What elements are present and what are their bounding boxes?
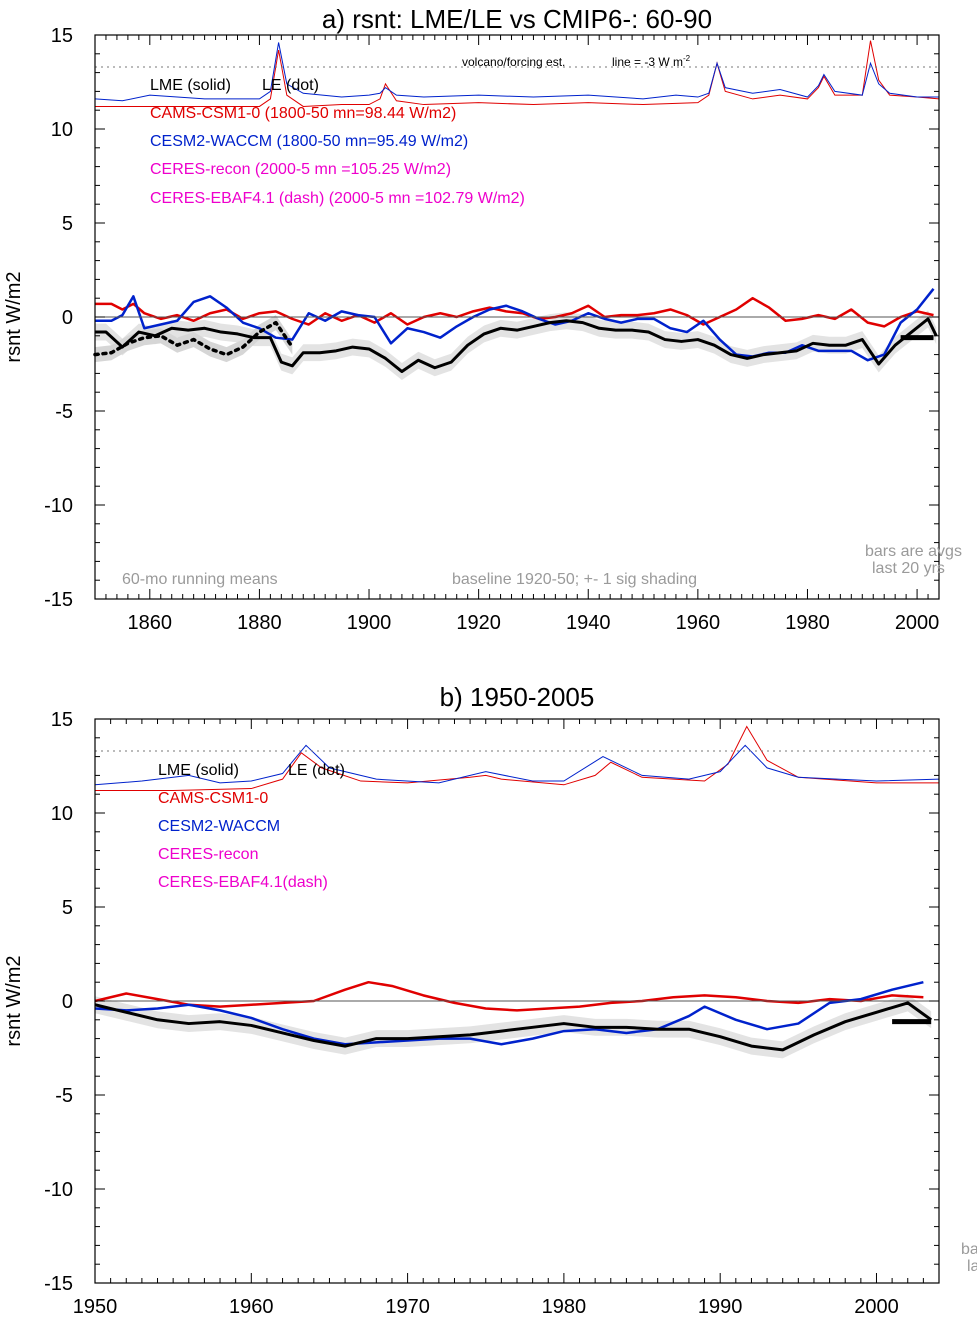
volcano-note: volcano/forcing est. bbox=[462, 55, 565, 69]
x-tick-label: 1970 bbox=[385, 1296, 430, 1318]
legend-lme: LME (solid) bbox=[158, 762, 239, 779]
bars-note-line1: ba bbox=[961, 1241, 977, 1258]
x-tick-label: 1960 bbox=[229, 1296, 274, 1318]
y-tick-label: -10 bbox=[44, 495, 73, 517]
legend-cesm2: CESM2-WACCM bbox=[158, 818, 280, 835]
y-tick-label: 10 bbox=[51, 119, 73, 141]
legend-cams: CAMS-CSM1-0 bbox=[158, 790, 268, 807]
series-lme bbox=[94, 1001, 933, 1052]
x-tick-label: 1900 bbox=[347, 612, 392, 634]
x-tick-label: 1860 bbox=[128, 612, 173, 634]
panel-a-title: a) rsnt: LME/LE vs CMIP6-: 60-90 bbox=[322, 4, 712, 34]
y-tick-label: 5 bbox=[62, 213, 73, 235]
y-tick-label: 0 bbox=[62, 991, 73, 1013]
legend-cesm2: CESM2-WACCM (1800-50 mn=95.49 W/m2) bbox=[150, 133, 468, 150]
x-tick-label: 2000 bbox=[895, 612, 940, 634]
y-tick-label: -5 bbox=[55, 401, 73, 423]
series-cesm2-waccm bbox=[94, 980, 924, 1046]
panel-b-title: b) 1950-2005 bbox=[440, 682, 595, 712]
panel-a: a) rsnt: LME/LE vs CMIP6-: 60-90 rsnt W/… bbox=[3, 4, 962, 634]
series-le bbox=[93, 320, 295, 357]
panel-b-y-axis-label: rsnt W/m2 bbox=[3, 955, 25, 1046]
volcano-line-cesm2-waccm bbox=[94, 744, 940, 786]
y-tick-label: -10 bbox=[44, 1179, 73, 1201]
y-tick-label: 0 bbox=[62, 307, 73, 329]
legend-ceres-recon: CERES-recon (2000-5 mn =105.25 W/m2) bbox=[150, 161, 451, 178]
x-tick-label: 1990 bbox=[698, 1296, 743, 1318]
x-tick-label: 1920 bbox=[456, 612, 501, 634]
legend-le: LE (dot) bbox=[262, 77, 319, 94]
running-means-note: 60-mo running means bbox=[122, 571, 278, 588]
x-tick-label: 1940 bbox=[566, 612, 611, 634]
bars-note-line1: bars are avgs bbox=[865, 543, 962, 560]
y-tick-label: -5 bbox=[55, 1085, 73, 1107]
bars-note-line2: la bbox=[967, 1258, 977, 1275]
x-tick-label: 1960 bbox=[676, 612, 721, 634]
lme-sigma-shading bbox=[95, 994, 932, 1059]
legend-ceres-ebaf: CERES-EBAF4.1(dash) bbox=[158, 874, 328, 891]
panel-a-legend: LME (solid) LE (dot) CAMS-CSM1-0 (1800-5… bbox=[150, 77, 525, 207]
panel-a-y-axis-label: rsnt W/m2 bbox=[3, 271, 25, 362]
panel-b-legend: LME (solid) LE (dot) CAMS-CSM1-0 CESM2-W… bbox=[158, 762, 345, 891]
series-cams-csm1-0 bbox=[95, 296, 934, 328]
panel-b: b) 1950-2005 rsnt W/m2 1950 1960 1970 1980 1… bbox=[3, 682, 977, 1318]
y-tick-label: 5 bbox=[62, 897, 73, 919]
x-tick-label: 1880 bbox=[237, 612, 282, 634]
legend-cams: CAMS-CSM1-0 (1800-50 mn=98.44 W/m2) bbox=[150, 105, 456, 122]
x-tick-label: 1980 bbox=[785, 612, 830, 634]
bars-note-line2: last 20 yrs bbox=[872, 560, 945, 577]
y-tick-label: 10 bbox=[51, 803, 73, 825]
series-cams-csm1-0 bbox=[94, 980, 924, 1012]
legend-le: LE (dot) bbox=[288, 762, 345, 779]
y-tick-label: -15 bbox=[44, 1273, 73, 1295]
volcano-line-cams-csm1-0 bbox=[95, 40, 940, 107]
y-tick-label: -15 bbox=[44, 589, 73, 611]
legend-ceres-ebaf: CERES-EBAF4.1 (dash) (2000-5 mn =102.79 … bbox=[150, 190, 525, 207]
x-tick-label: 1950 bbox=[73, 1296, 118, 1318]
y-tick-label: 15 bbox=[51, 709, 73, 731]
lme-sigma-shading bbox=[95, 310, 937, 380]
legend-ceres-recon: CERES-recon bbox=[158, 846, 258, 863]
x-tick-label: 2000 bbox=[854, 1296, 899, 1318]
baseline-note: baseline 1920-50; +- 1 sig shading bbox=[452, 571, 697, 588]
y-tick-label: 15 bbox=[51, 25, 73, 47]
legend-lme: LME (solid) bbox=[150, 77, 231, 94]
volcano-line-cams-csm1-0 bbox=[95, 725, 939, 791]
line-note: line = -3 W m-2 bbox=[612, 54, 691, 69]
x-tick-label: 1980 bbox=[542, 1296, 587, 1318]
series-lme bbox=[95, 317, 938, 374]
volcano-line-cesm2-waccm bbox=[94, 42, 939, 102]
